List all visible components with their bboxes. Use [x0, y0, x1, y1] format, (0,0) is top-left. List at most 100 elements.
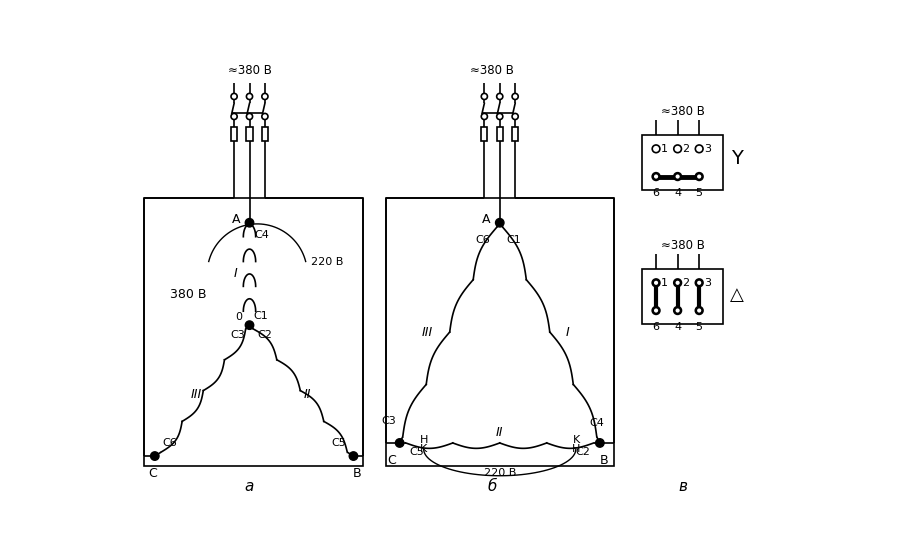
Text: II: II — [496, 426, 503, 439]
Circle shape — [247, 94, 253, 100]
Text: ≈380 В: ≈380 В — [470, 64, 514, 77]
Circle shape — [262, 113, 268, 119]
Text: B: B — [353, 467, 362, 480]
Text: C1: C1 — [254, 311, 268, 320]
Circle shape — [349, 452, 357, 460]
Circle shape — [596, 438, 604, 447]
Circle shape — [497, 94, 503, 100]
Text: ≈380 В: ≈380 В — [228, 64, 272, 77]
Text: C6: C6 — [476, 235, 491, 245]
Text: C4: C4 — [254, 230, 269, 240]
Circle shape — [395, 438, 404, 447]
Text: ≈380 В: ≈380 В — [661, 105, 705, 118]
Circle shape — [653, 280, 659, 286]
Text: I: I — [565, 325, 569, 339]
Circle shape — [653, 307, 659, 314]
Text: III: III — [191, 388, 202, 401]
Circle shape — [696, 279, 703, 287]
Text: K: K — [419, 444, 427, 454]
Text: 2: 2 — [682, 144, 689, 154]
Circle shape — [150, 452, 159, 460]
Circle shape — [231, 94, 238, 100]
Circle shape — [482, 113, 488, 119]
Text: C5: C5 — [409, 447, 424, 457]
Circle shape — [496, 218, 504, 227]
Circle shape — [231, 113, 238, 119]
Text: C5: C5 — [331, 438, 346, 449]
Text: C: C — [388, 454, 396, 466]
Text: C4: C4 — [590, 418, 604, 428]
Circle shape — [675, 307, 680, 314]
Text: C3: C3 — [381, 416, 396, 426]
Circle shape — [675, 174, 680, 179]
Text: I: I — [233, 268, 238, 281]
Text: 220 В: 220 В — [311, 258, 344, 267]
Text: б: б — [488, 479, 497, 494]
Circle shape — [652, 307, 660, 314]
Text: 1: 1 — [661, 278, 668, 288]
Bar — [262, 127, 268, 141]
Circle shape — [246, 218, 254, 227]
Text: B: B — [600, 454, 608, 466]
Text: K: K — [572, 435, 580, 445]
Text: 220 В: 220 В — [483, 468, 516, 478]
Text: C2: C2 — [257, 330, 272, 340]
Text: Y: Y — [731, 150, 742, 169]
Text: 6: 6 — [652, 188, 660, 198]
Text: 0: 0 — [235, 312, 242, 322]
Text: H: H — [419, 435, 428, 445]
Circle shape — [512, 113, 518, 119]
Bar — [144, 198, 363, 466]
Circle shape — [497, 113, 503, 119]
Text: H: H — [572, 444, 580, 454]
Circle shape — [653, 174, 659, 179]
Bar — [231, 127, 238, 141]
Text: 380 В: 380 В — [170, 288, 207, 301]
Circle shape — [674, 279, 681, 287]
Text: 3: 3 — [704, 278, 711, 288]
Text: C: C — [148, 467, 157, 480]
Text: A: A — [232, 213, 240, 226]
Bar — [247, 127, 253, 141]
Text: C6: C6 — [163, 438, 177, 449]
Circle shape — [674, 145, 681, 153]
Circle shape — [512, 94, 518, 100]
Circle shape — [262, 94, 268, 100]
Circle shape — [652, 172, 660, 180]
Text: III: III — [421, 325, 433, 339]
Circle shape — [697, 174, 702, 179]
Bar — [512, 127, 518, 141]
Circle shape — [247, 113, 253, 119]
Circle shape — [674, 307, 681, 314]
Text: A: A — [482, 213, 491, 226]
Text: ≈380 В: ≈380 В — [661, 239, 705, 252]
Text: 5: 5 — [696, 188, 703, 198]
Bar — [386, 198, 614, 466]
Circle shape — [697, 307, 702, 314]
Text: 4: 4 — [674, 188, 681, 198]
Circle shape — [697, 280, 702, 286]
Circle shape — [652, 279, 660, 287]
Text: 2: 2 — [682, 278, 689, 288]
Text: 3: 3 — [704, 144, 711, 154]
Circle shape — [246, 321, 254, 329]
Circle shape — [652, 145, 660, 153]
Circle shape — [482, 94, 488, 100]
Text: в: в — [678, 479, 687, 494]
Circle shape — [675, 280, 680, 286]
Text: а: а — [245, 479, 254, 494]
Circle shape — [696, 172, 703, 180]
Text: 6: 6 — [652, 322, 660, 332]
Text: 4: 4 — [674, 322, 681, 332]
Circle shape — [674, 172, 681, 180]
Bar — [482, 127, 488, 141]
Bar — [497, 127, 503, 141]
Circle shape — [696, 307, 703, 314]
Text: C1: C1 — [506, 235, 521, 245]
Text: II: II — [304, 388, 311, 401]
Text: C2: C2 — [576, 447, 590, 457]
Bar — [643, 135, 723, 190]
Text: C3: C3 — [230, 330, 245, 340]
Text: 5: 5 — [696, 322, 703, 332]
Circle shape — [696, 145, 703, 153]
